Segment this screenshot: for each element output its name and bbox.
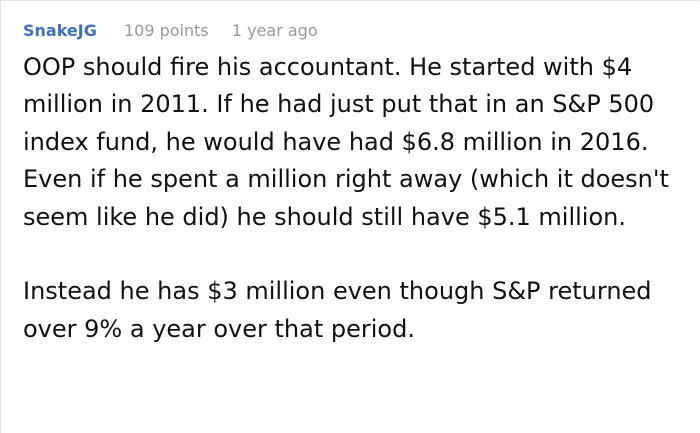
comment-body: OOP should fire his accountant. He start… [23, 49, 693, 386]
comment-paragraph: Instead he has $3 million even though S&… [23, 277, 652, 343]
comment-paragraph: OOP should fire his accountant. He start… [23, 53, 669, 231]
points-count: 109 points [123, 21, 209, 40]
timestamp: 1 year ago [231, 21, 318, 40]
username-link[interactable]: SnakeJG [23, 21, 97, 40]
comment-meta: SnakeJG 109 points 1 year ago [23, 20, 318, 42]
